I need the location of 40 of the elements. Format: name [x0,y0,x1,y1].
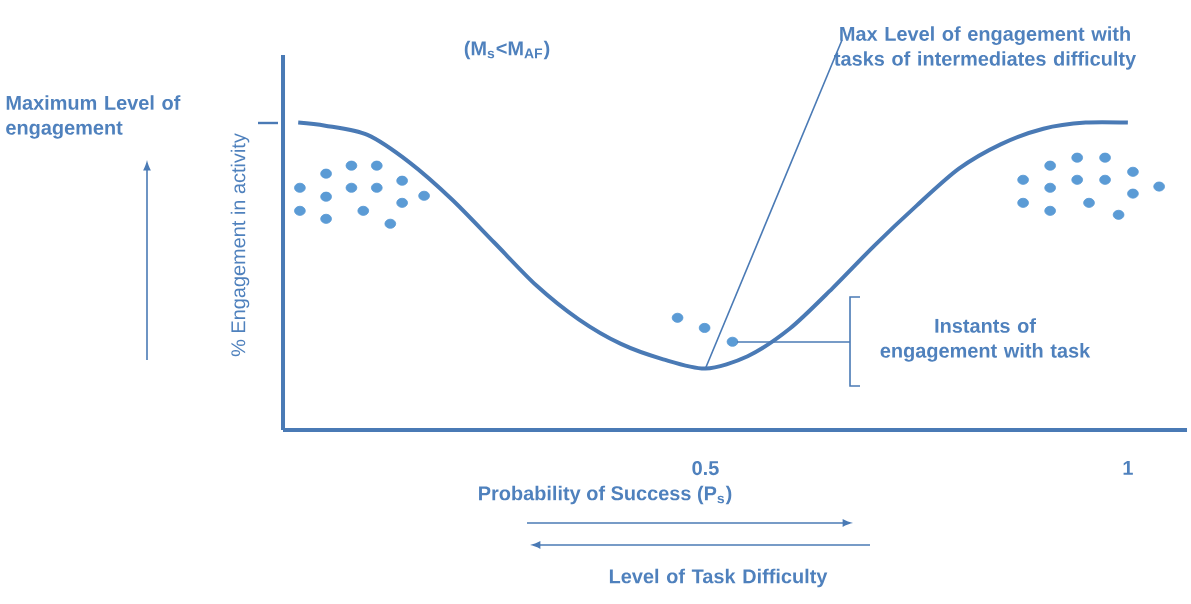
point [396,175,408,186]
point [726,336,739,347]
point [1153,181,1165,192]
point [1071,174,1083,185]
point [294,205,306,216]
point [1071,152,1083,163]
point [1017,174,1029,185]
point [370,182,383,193]
text: Level of Task Difficulty [609,568,828,588]
point [1127,166,1139,177]
point [370,160,383,171]
point [1083,197,1095,208]
x-axis-title: Probability of Success (P$_{s}$) [479,485,732,505]
point [357,205,370,216]
point [1099,152,1111,163]
x-tick-label: 1 [1123,461,1133,475]
text: (M$_{s}$<M$_{AF}$) [464,40,550,60]
point [1044,182,1056,193]
point [1044,160,1056,171]
point [320,213,332,224]
point [320,191,332,202]
point [320,168,332,179]
text: Maximum Level of engagement [6,95,181,139]
point [1112,209,1125,220]
point [418,190,430,201]
point [345,182,358,193]
point [1099,174,1111,185]
point [1017,197,1029,208]
point [384,218,397,229]
point [1044,205,1056,216]
point [294,182,306,193]
annotation: Max Level of engagement with tasks of intermediates difficulty [834,26,1137,70]
annotation: Instants of engagement with task [880,318,1091,362]
point [1127,188,1139,199]
x-tick-label: 0.5 [692,461,719,476]
point [345,160,358,171]
point [698,322,711,333]
point [396,197,408,208]
y-axis-title: % Engagement in activity [230,133,250,357]
point [671,312,684,323]
